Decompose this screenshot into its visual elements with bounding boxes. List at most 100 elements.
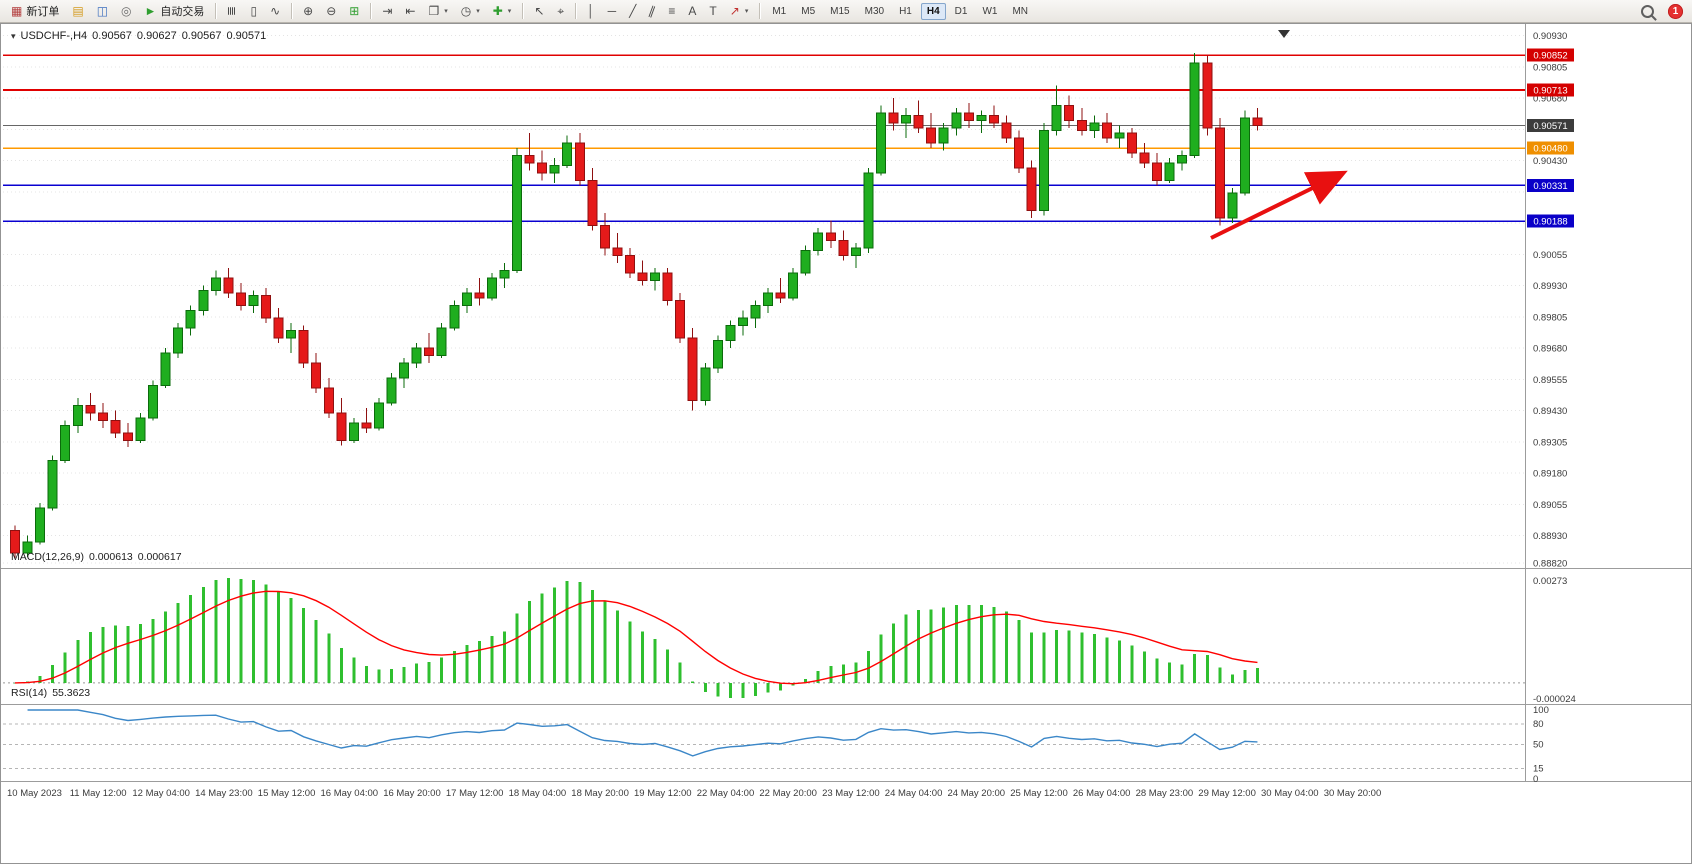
zoom-in-button[interactable]: ⊕ (297, 1, 319, 22)
line-chart-icon: ∿ (270, 4, 281, 18)
candle-body (286, 330, 297, 339)
fibonacci-button[interactable]: ≡ (662, 1, 681, 22)
candle-body (675, 300, 686, 339)
svg-text:11 May 12:00: 11 May 12:00 (70, 788, 127, 799)
chart-ohlc-header: ▾ USDCHF-,H4 0.90567 0.90627 0.90567 0.9… (11, 30, 266, 42)
timeframe-button-m30[interactable]: M30 (864, 5, 885, 17)
candle-body (173, 327, 184, 354)
candle-body (562, 142, 573, 167)
trend-arrow-object[interactable] (1210, 170, 1348, 240)
fibonacci-icon: ≡ (668, 4, 676, 18)
candle-body (725, 325, 736, 342)
new-order-button[interactable]: ▦ 新订单 (5, 1, 65, 22)
period-button[interactable]: ◷ ▾ (455, 1, 486, 22)
macd-histogram (13, 578, 1259, 698)
candle-body (35, 507, 46, 543)
price-chart-canvas[interactable]: 0.90930 0.90805 0.90680 0.90430 0.90055 0.899… (1, 24, 1691, 863)
timeframe-button-m1[interactable]: M1 (772, 5, 787, 17)
timeframe-button-mn[interactable]: MN (1012, 5, 1029, 17)
tile-windows-button[interactable]: ⊞ (343, 1, 365, 22)
candle-body (650, 272, 661, 282)
zoom-out-icon: ⊖ (326, 4, 337, 18)
candle-body (499, 270, 510, 279)
horizontal-line-button[interactable]: ─ (602, 1, 623, 22)
auto-scroll-button[interactable]: ⇥ (376, 1, 398, 22)
new-chart-button[interactable]: ❐ ▾ (422, 1, 453, 22)
candle-body (424, 347, 435, 357)
candle-body (763, 292, 773, 307)
trendline-button[interactable]: ╱ (623, 1, 642, 22)
indicators-button[interactable]: ✚ ▾ (487, 1, 518, 22)
svg-text:80: 80 (1533, 719, 1544, 730)
macd-main-value: 0.000613 (88, 551, 133, 563)
market-watch-button[interactable]: ▤ (66, 1, 89, 22)
macd-axis-min-label: -0.000024 (1533, 694, 1576, 705)
candlestick-chart-button[interactable]: ▯ (244, 1, 263, 22)
timeframe-button-w1[interactable]: W1 (982, 5, 998, 17)
candle-body (700, 367, 711, 402)
crosshair-button[interactable]: ⌖ (551, 1, 570, 22)
candle-body (750, 305, 761, 319)
zoom-in-icon: ⊕ (303, 4, 314, 18)
price-badge: 0.90480 (1527, 141, 1574, 155)
svg-text:0.88820: 0.88820 (1533, 559, 1567, 570)
line-chart-button[interactable]: ∿ (264, 1, 286, 22)
timeframe-button-m15[interactable]: M15 (830, 5, 850, 17)
candles (10, 53, 1263, 559)
text-label-button[interactable]: T (703, 1, 722, 22)
svg-text:0.90713: 0.90713 (1533, 85, 1567, 96)
rsi-line (27, 709, 1258, 757)
candle-body (988, 115, 999, 124)
svg-text:0: 0 (1533, 774, 1538, 785)
panel-separators[interactable] (1, 568, 1691, 782)
search-button[interactable] (1635, 1, 1660, 22)
vertical-line-button[interactable]: │ (581, 1, 601, 22)
rsi-levels (3, 723, 1526, 770)
main-toolbar: ▦ 新订单 ▤ ◫ ◎ ► 自动交易 ≣ ▯ ∿ ⊕ ⊖ ⊞ ⇥ ⇤ ❐ ▾ ◷ ▾ ✚ ▾ ↖ ⌖ │ ─ ╱ ∥ ≡ A T ↗ ▾ M1 M… (0, 0, 1692, 23)
text-button[interactable]: A (682, 1, 702, 22)
svg-text:0.90480: 0.90480 (1533, 144, 1567, 155)
toolbar-right-group: 1 (1635, 1, 1687, 22)
candle-body (901, 115, 912, 124)
candle-body (135, 417, 146, 442)
timeframe-button-h4[interactable]: H4 (920, 2, 946, 20)
toolbar-separator (759, 3, 761, 19)
price-badge: 0.90571 (1527, 118, 1574, 132)
open-value: 0.90567 (92, 30, 132, 42)
svg-text:18 May 04:00: 18 May 04:00 (509, 788, 567, 799)
zoom-out-button[interactable]: ⊖ (320, 1, 342, 22)
chart-shift-button[interactable]: ⇤ (399, 1, 421, 22)
candle-body (1026, 167, 1037, 212)
cursor-button[interactable]: ↖ (528, 1, 550, 22)
svg-text:28 May 23:00: 28 May 23:00 (1136, 788, 1194, 799)
svg-text:0.90055: 0.90055 (1533, 250, 1567, 261)
data-window-button[interactable]: ◫ (91, 1, 114, 22)
notification-badge[interactable]: 1 (1668, 3, 1683, 19)
svg-text:0.89555: 0.89555 (1533, 375, 1567, 386)
price-badge: 0.90188 (1527, 214, 1574, 228)
bar-chart-button[interactable]: ≣ (221, 1, 243, 22)
arrow-objects-button[interactable]: ↗ ▾ (724, 1, 755, 22)
text-label-icon: T (709, 4, 717, 18)
svg-text:0.90188: 0.90188 (1533, 217, 1567, 228)
candle-body (587, 180, 598, 227)
chart-shift-marker[interactable] (1278, 30, 1290, 38)
candle-body (1202, 62, 1213, 129)
svg-text:29 May 12:00: 29 May 12:00 (1198, 788, 1256, 799)
tile-windows-icon: ⊞ (349, 4, 360, 18)
candle-body (60, 425, 71, 462)
channel-button[interactable]: ∥ (643, 1, 661, 22)
timeframe-button-d1[interactable]: D1 (954, 5, 968, 17)
candle-body (888, 112, 899, 124)
candle-body (486, 277, 497, 299)
candle-body (524, 155, 535, 164)
navigator-button[interactable]: ◎ (115, 1, 137, 22)
timeframe-button-m5[interactable]: M5 (801, 5, 816, 17)
one-click-trading-toggle[interactable]: ▾ (11, 30, 16, 41)
autotrading-button[interactable]: ► 自动交易 (139, 1, 211, 22)
timeframe-button-h1[interactable]: H1 (899, 5, 912, 17)
search-icon (1641, 4, 1654, 18)
rsi-indicator-label: RSI(14) 55.3623 (11, 687, 90, 699)
candle-body (737, 317, 748, 327)
candle-body (1152, 162, 1163, 182)
